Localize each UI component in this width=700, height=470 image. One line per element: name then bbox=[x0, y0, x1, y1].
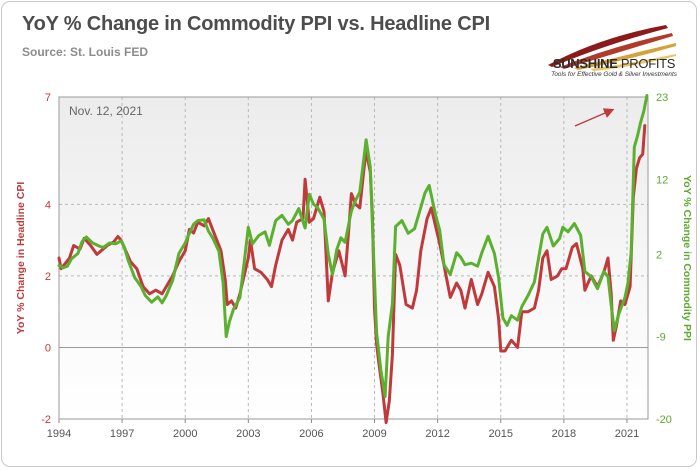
x-tick-label: 2021 bbox=[615, 428, 639, 440]
right-tick-label: 2 bbox=[656, 249, 662, 261]
chart-title: YoY % Change in Commodity PPI vs. Headli… bbox=[22, 13, 490, 35]
right-tick-label: -20 bbox=[656, 414, 672, 426]
plot-area bbox=[59, 97, 648, 419]
x-tick-label: 2018 bbox=[552, 428, 576, 440]
x-tick-label: 1994 bbox=[47, 428, 71, 440]
x-tick-label: 2003 bbox=[236, 428, 260, 440]
logo-ray-3 bbox=[574, 43, 676, 70]
logo-tagline: Tools for Effective Gold & Silver Invest… bbox=[551, 71, 677, 78]
right-tick-label: 12 bbox=[656, 174, 668, 186]
logo-ray-1 bbox=[548, 25, 668, 67]
x-tick-label: 2009 bbox=[362, 428, 386, 440]
right-tick-label: -9 bbox=[656, 332, 666, 344]
logo-brand: SUNSHINE PROFITS bbox=[552, 56, 676, 71]
left-tick-label: 4 bbox=[45, 199, 51, 211]
left-tick-label: -2 bbox=[41, 414, 51, 426]
left-tick-label: 7 bbox=[45, 92, 51, 104]
logo-ray-2 bbox=[560, 33, 673, 69]
x-tick-label: 2015 bbox=[489, 428, 513, 440]
trend-arrow bbox=[574, 108, 615, 127]
x-tick-label: 2006 bbox=[299, 428, 323, 440]
left-tick-label: 0 bbox=[45, 342, 51, 354]
x-tick-label: 1997 bbox=[110, 428, 134, 440]
ppi-series-line bbox=[57, 94, 649, 398]
x-tick-label: 2012 bbox=[425, 428, 449, 440]
chart-source: Source: St. Louis FED bbox=[22, 45, 149, 59]
sunshine-profits-logo-rays bbox=[548, 25, 676, 71]
right-axis-title: YoY % Change in Commodity PPI bbox=[681, 175, 693, 341]
x-tick-label: 2000 bbox=[173, 428, 197, 440]
date-annotation: Nov. 12, 2021 bbox=[69, 104, 143, 118]
logo-ray-4 bbox=[590, 54, 676, 71]
right-tick-label: 23 bbox=[656, 92, 668, 104]
left-axis-title: YoY % Change in Headline CPI bbox=[15, 182, 27, 335]
left-tick-label: 2 bbox=[45, 271, 51, 283]
